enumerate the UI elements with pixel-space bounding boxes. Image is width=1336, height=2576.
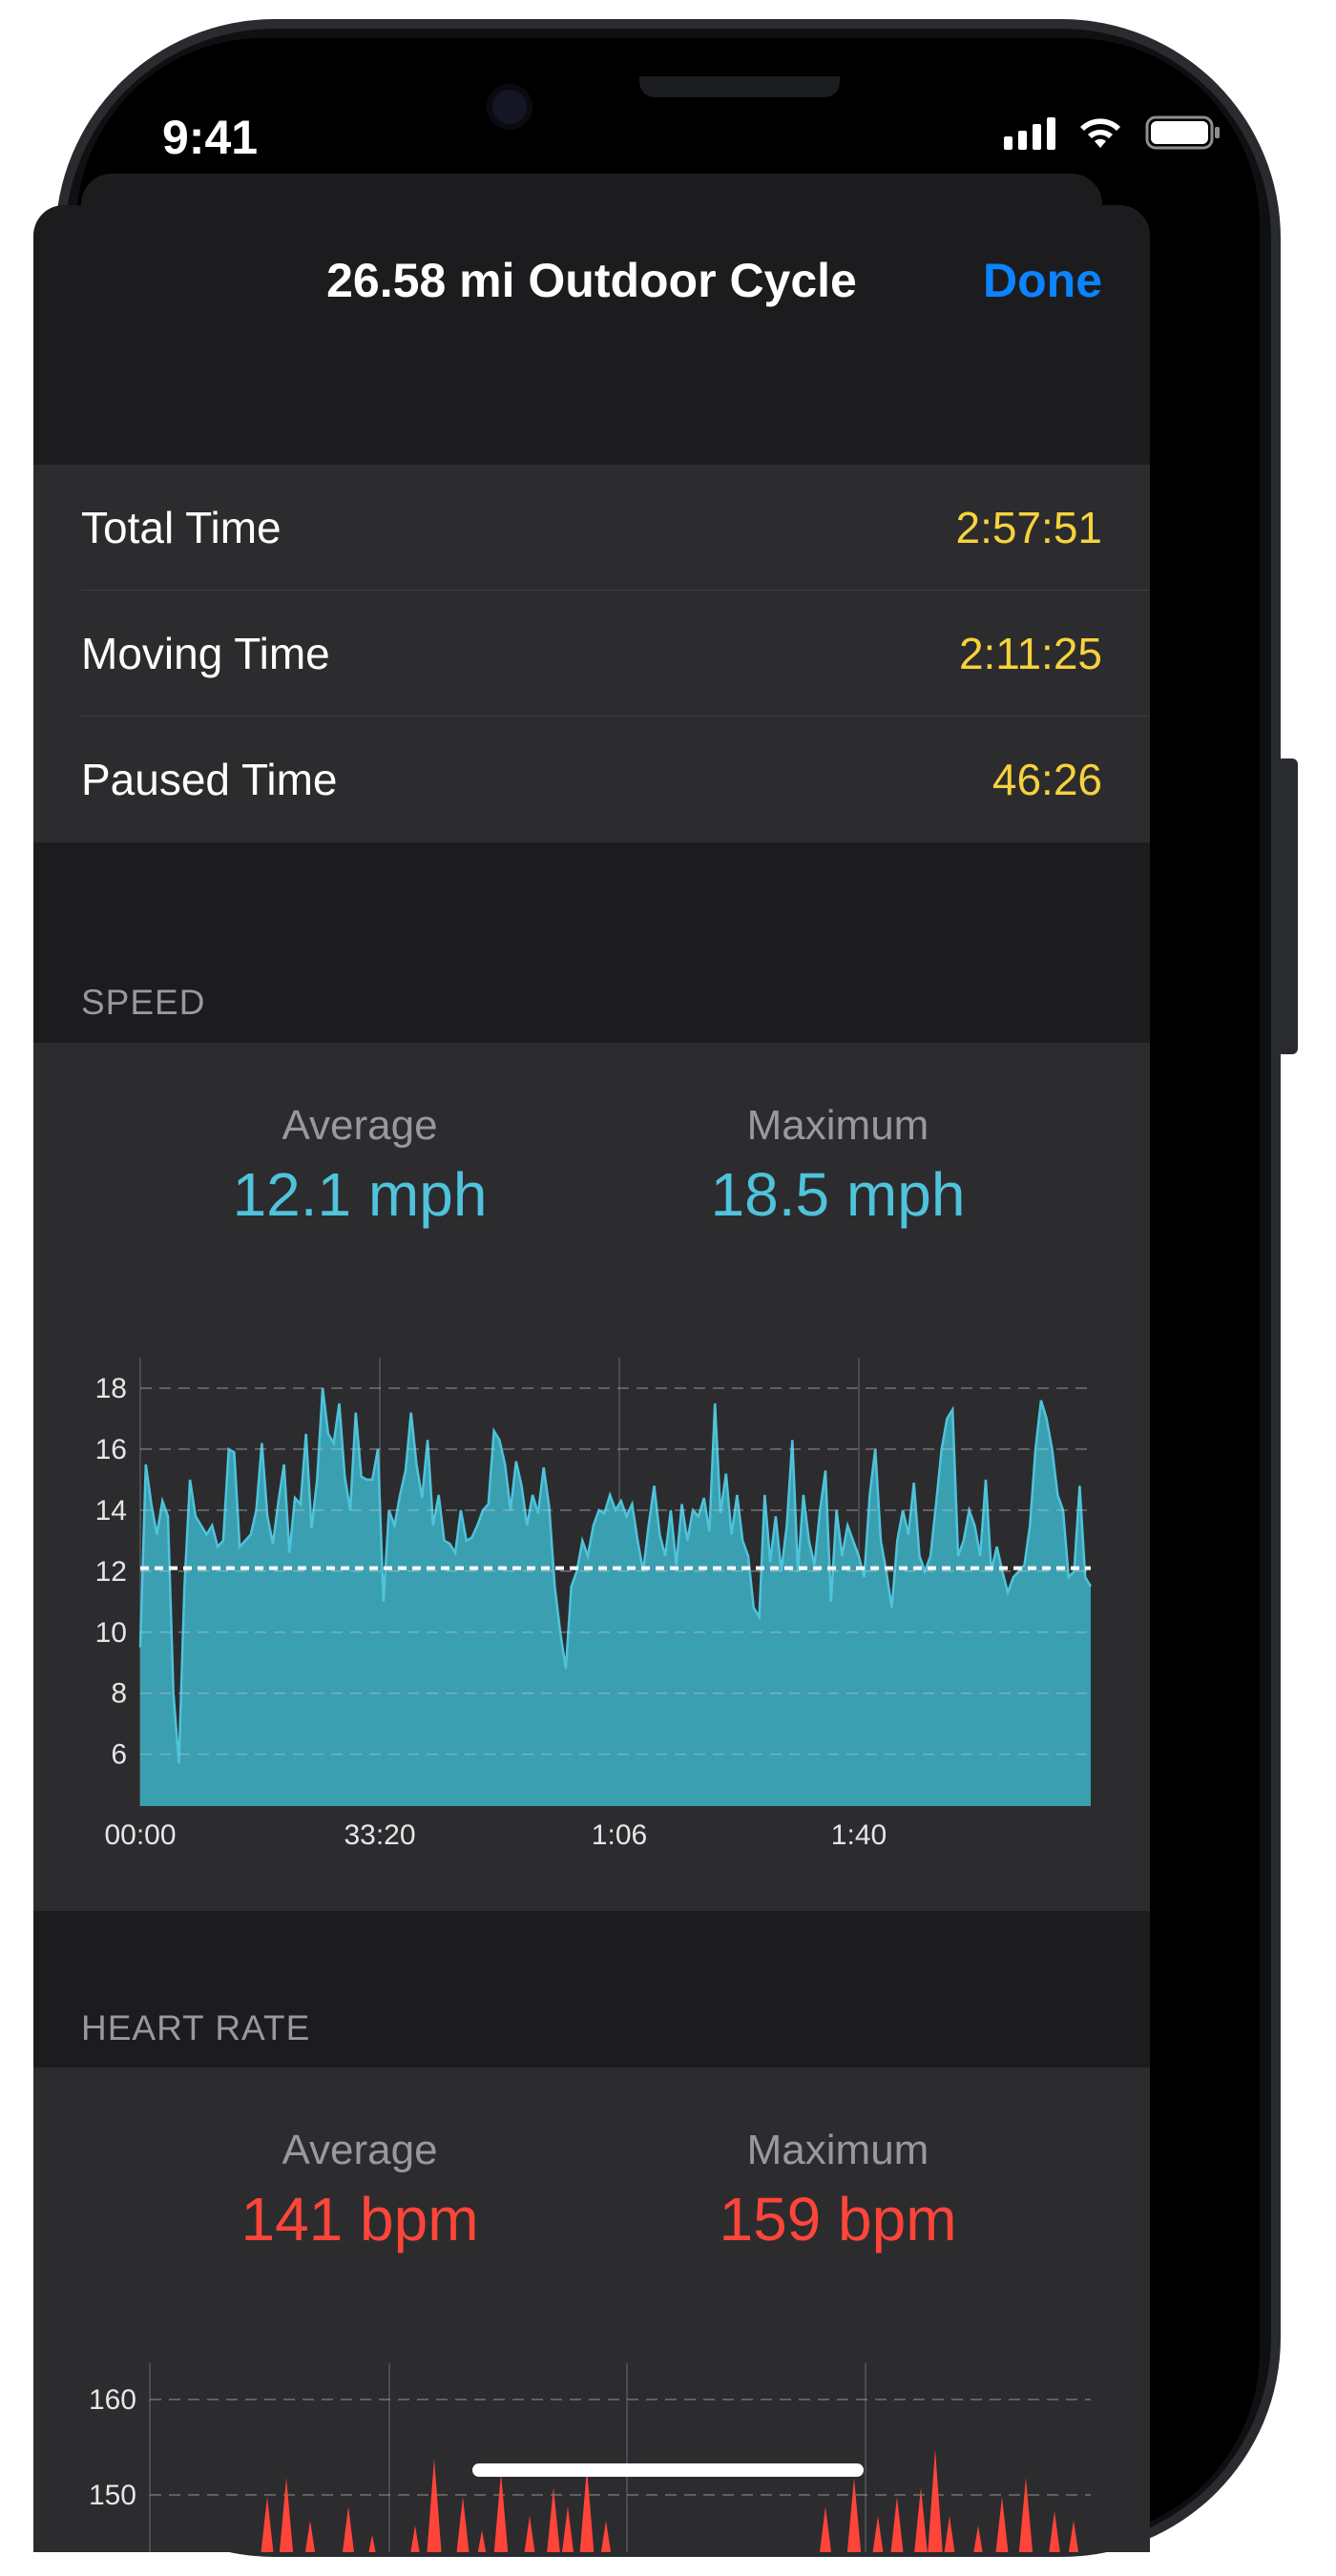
heart-rate-card: Average 141 bpm Maximum 159 bpm 160 150: [33, 2067, 1150, 2552]
heart-rate-spike: [914, 2487, 928, 2552]
heart-rate-spike: [279, 2478, 294, 2552]
speed-area: [140, 1388, 1091, 1806]
row-value: 2:57:51: [955, 503, 1102, 552]
y-tick-label: 150: [89, 2480, 136, 2511]
heart-rate-maximum-value: 159 bpm: [719, 2185, 957, 2254]
y-tick-label: 6: [111, 1739, 127, 1771]
speed-chart: 6 8 10 12 14 16 18 00:00 33:20 1:06 1:40: [95, 1358, 1093, 1851]
heart-rate-spike: [973, 2525, 983, 2552]
heart-rate-spike: [890, 2497, 904, 2552]
x-tick-label: 33:20: [344, 1819, 415, 1851]
heart-rate-spike: [493, 2473, 509, 2552]
heart-rate-spike: [427, 2459, 442, 2552]
speed-average-label: Average: [282, 1102, 438, 1149]
heart-rate-average: Average 141 bpm: [121, 2127, 598, 2254]
x-tick-label: 1:40: [831, 1819, 887, 1851]
heart-rate-spike: [477, 2530, 487, 2552]
heart-rate-spike: [995, 2497, 1009, 2552]
heart-rate-spike: [343, 2506, 354, 2552]
y-tick-label: 8: [111, 1678, 127, 1710]
y-tick-label: 18: [95, 1373, 127, 1404]
nav-title: 26.58 mi Outdoor Cycle: [326, 254, 857, 307]
heart-rate-spike: [562, 2506, 574, 2552]
y-tick-label: 10: [95, 1617, 127, 1649]
heart-rate-maximum: Maximum 159 bpm: [599, 2127, 1076, 2254]
list-item: Total Time 2:57:51: [33, 465, 1150, 591]
power-button: [1277, 758, 1298, 1054]
time-summary-group: Total Time 2:57:51 Moving Time 2:11:25 P…: [33, 465, 1150, 842]
heart-rate-average-value: 141 bpm: [240, 2185, 479, 2254]
status-icons: [1004, 114, 1221, 151]
home-indicator[interactable]: [472, 2463, 864, 2477]
row-label: Total Time: [81, 503, 282, 552]
heart-rate-chart: 160 150: [89, 2363, 1091, 2552]
wifi-icon: [1080, 118, 1120, 148]
heart-rate-spike: [1049, 2511, 1060, 2552]
y-tick-label: 16: [95, 1434, 127, 1465]
y-tick-label: 160: [89, 2384, 136, 2416]
heart-rate-maximum-label: Maximum: [746, 2127, 929, 2173]
list-item: Moving Time 2:11:25: [33, 591, 1150, 717]
heart-rate-spike: [820, 2506, 831, 2552]
speed-line: [138, 1387, 1093, 1764]
earpiece: [639, 76, 840, 97]
heart-rate-spike: [261, 2497, 274, 2552]
battery-icon: [1145, 115, 1220, 150]
row-label: Moving Time: [81, 629, 330, 678]
row-value: 2:11:25: [958, 629, 1102, 678]
y-tick-label: 12: [95, 1556, 127, 1588]
speed-maximum: Maximum 18.5 mph: [599, 1102, 1076, 1230]
heart-rate-spike: [304, 2521, 316, 2552]
row-label: Paused Time: [81, 755, 338, 804]
workout-detail-sheet: 26.58 mi Outdoor Cycle Done Total Time 2…: [33, 205, 1150, 2552]
heart-rate-spike: [928, 2449, 943, 2552]
cellular-signal-icon: [1004, 115, 1055, 150]
heart-rate-average-label: Average: [282, 2127, 438, 2173]
heart-rate-spike: [944, 2516, 955, 2552]
done-button[interactable]: Done: [983, 254, 1102, 307]
front-camera: [487, 84, 532, 130]
heart-rate-spike: [846, 2478, 862, 2552]
list-item: Paused Time 46:26: [33, 717, 1150, 842]
speed-maximum-value: 18.5 mph: [710, 1160, 966, 1229]
heart-rate-spike: [456, 2497, 470, 2552]
row-value: 46:26: [992, 755, 1102, 804]
y-tick-label: 14: [95, 1495, 127, 1527]
speed-average: Average 12.1 mph: [121, 1102, 598, 1230]
speed-section-header: SPEED: [81, 983, 206, 1022]
heart-rate-spike: [600, 2521, 612, 2552]
heart-rate-spike: [547, 2487, 560, 2552]
heart-rate-spike: [368, 2535, 376, 2552]
heart-rate-spike: [1068, 2521, 1079, 2552]
status-time: 9:41: [162, 111, 259, 164]
speed-average-value: 12.1 mph: [232, 1160, 488, 1229]
x-tick-label: 00:00: [104, 1819, 176, 1851]
heart-rate-spike: [1018, 2478, 1033, 2552]
speed-card: Average 12.1 mph Maximum 18.5 mph 6 8 10 12…: [33, 1043, 1150, 1911]
heart-rate-spike: [524, 2516, 535, 2552]
heart-rate-spike: [579, 2468, 595, 2552]
heart-rate-section-header: HEART RATE: [81, 2008, 311, 2047]
heart-rate-spike: [872, 2516, 884, 2552]
x-tick-label: 1:06: [592, 1819, 647, 1851]
heart-rate-spike: [410, 2525, 420, 2552]
speed-maximum-label: Maximum: [746, 1102, 929, 1149]
